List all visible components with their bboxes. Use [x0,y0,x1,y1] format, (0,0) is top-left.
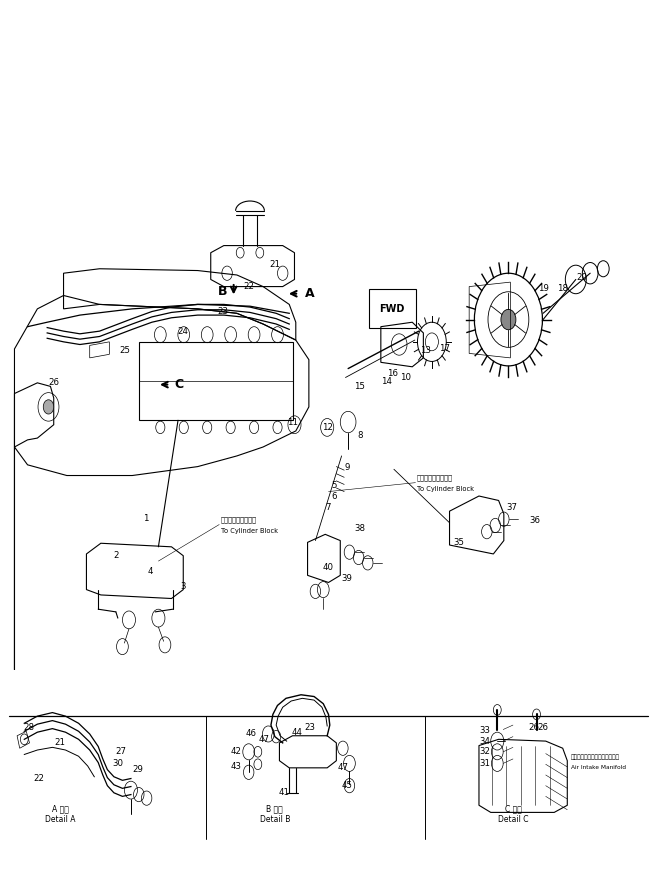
Text: 37: 37 [506,503,517,512]
Text: B 詳細: B 詳細 [267,805,283,814]
Text: To Cylinder Block: To Cylinder Block [221,527,277,534]
Circle shape [43,400,54,414]
Text: 42: 42 [230,747,241,756]
Text: 13: 13 [420,346,431,355]
Text: 28: 28 [24,723,34,732]
Text: 26: 26 [528,723,539,732]
Text: シリンダブロックへ: シリンダブロックへ [417,475,453,482]
Text: 39: 39 [342,575,352,584]
Text: 5: 5 [331,481,336,490]
Text: 9: 9 [344,463,350,472]
Text: 47: 47 [338,763,348,772]
Text: 11: 11 [287,418,298,427]
Text: 24: 24 [178,326,189,335]
Text: 25: 25 [119,346,130,355]
Text: 4: 4 [148,568,153,577]
Text: 32: 32 [480,747,491,756]
Text: 36: 36 [529,516,540,525]
Text: 38: 38 [354,525,365,534]
Text: Detail C: Detail C [498,815,528,824]
Text: 2: 2 [113,552,119,561]
Text: Detail B: Detail B [260,815,290,824]
Text: 14: 14 [380,376,392,385]
Text: 46: 46 [246,730,257,738]
Text: 21: 21 [55,738,66,747]
Text: 40: 40 [323,563,334,572]
Text: 22: 22 [243,283,254,291]
Text: シリンダブロックへ: シリンダブロックへ [221,517,256,523]
Text: C 詳細: C 詳細 [505,805,522,814]
Text: 22: 22 [34,774,45,783]
Text: 26: 26 [48,378,59,387]
Text: 45: 45 [342,781,352,790]
Text: 31: 31 [480,759,491,768]
Text: 19: 19 [537,284,549,293]
Text: 35: 35 [454,538,465,547]
Text: 47: 47 [259,735,270,744]
Text: A 詳細: A 詳細 [52,805,69,814]
Circle shape [501,309,516,330]
Text: 43: 43 [230,762,241,771]
Text: C: C [175,378,184,391]
Text: Detail A: Detail A [45,815,76,824]
Text: 1: 1 [143,514,148,523]
Text: 16: 16 [387,369,398,378]
Text: 29: 29 [132,765,143,774]
Text: B: B [217,284,227,298]
Text: To Cylinder Block: To Cylinder Block [417,485,474,492]
Text: 18: 18 [557,284,568,293]
Text: 30: 30 [112,759,124,768]
Text: 15: 15 [354,382,365,391]
Text: 34: 34 [480,737,491,746]
Text: エアーインテークマニホールド: エアーインテークマニホールド [570,755,620,760]
Text: 23: 23 [217,307,228,316]
Text: 3: 3 [181,582,186,592]
Text: 27: 27 [115,747,126,756]
Text: FWD: FWD [380,304,405,314]
Text: 23: 23 [305,723,315,732]
Text: 33: 33 [480,726,491,735]
Text: 21: 21 [269,260,281,269]
Text: 7: 7 [326,503,331,512]
Text: A: A [306,287,315,300]
Text: 44: 44 [292,728,303,737]
Text: 10: 10 [400,373,411,382]
Text: 6: 6 [331,492,336,501]
Text: 8: 8 [357,431,363,440]
Text: 26: 26 [537,723,549,732]
Text: Air Intake Manifold: Air Intake Manifold [570,765,625,771]
Text: 20: 20 [577,274,588,283]
Text: 41: 41 [279,789,290,797]
Text: 12: 12 [322,423,332,432]
Text: 17: 17 [440,344,451,353]
